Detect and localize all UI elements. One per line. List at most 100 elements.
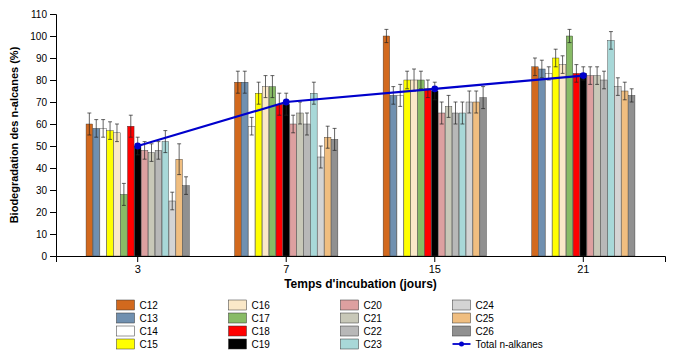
error-bar (405, 71, 409, 89)
error-bar (264, 76, 268, 98)
legend-item: C21 (341, 313, 383, 324)
x-tick-label: 15 (429, 263, 441, 275)
bar (480, 98, 487, 256)
error-bar (298, 102, 302, 124)
error-bar (616, 78, 620, 96)
error-bar (391, 87, 395, 105)
x-tick: 7 (283, 256, 289, 275)
bar (459, 113, 466, 256)
bar (452, 113, 459, 256)
legend-swatch (117, 326, 135, 336)
line-marker (431, 85, 438, 92)
bar (311, 93, 318, 256)
bar (608, 40, 615, 256)
y-tick: 0 (41, 251, 56, 262)
bar (539, 69, 546, 256)
error-bar (630, 89, 634, 102)
legend-swatch (229, 313, 247, 323)
error-bar (312, 82, 316, 104)
bar (621, 91, 628, 256)
legend-label: Total n-alkanes (476, 339, 543, 350)
y-tick-mark (50, 146, 56, 147)
y-tick: 30 (36, 185, 56, 196)
y-tick-label: 80 (36, 75, 48, 86)
y-tick-label: 90 (36, 53, 48, 64)
error-bar (250, 117, 254, 135)
legend-item: C18 (229, 326, 271, 337)
error-bar (588, 67, 592, 85)
bar (587, 76, 594, 256)
bar (155, 150, 162, 256)
bar (148, 153, 155, 256)
y-tick: 70 (36, 97, 56, 108)
bar (418, 80, 425, 256)
bar (141, 150, 148, 256)
bar (545, 73, 552, 256)
bar (134, 146, 141, 256)
error-bar (243, 71, 247, 93)
legend-item: C19 (229, 339, 271, 350)
error-bar (384, 29, 388, 42)
bar-series (107, 49, 559, 256)
y-tick: 100 (30, 31, 56, 42)
error-bar (398, 84, 402, 106)
bar-series (100, 67, 552, 256)
error-bar (319, 146, 323, 168)
error-bar (481, 87, 485, 109)
legend-swatch (453, 313, 471, 323)
error-bar (305, 113, 309, 135)
legend-label: C23 (364, 339, 383, 350)
x-tick-label: 21 (577, 263, 589, 275)
legend-label: C22 (364, 326, 383, 337)
bar-series (162, 32, 614, 256)
error-bar (609, 32, 613, 50)
bar (128, 126, 135, 256)
error-bar (447, 95, 451, 117)
x-tick-label: 7 (283, 263, 289, 275)
legend-swatch (229, 326, 247, 336)
y-tick: 10 (36, 229, 56, 240)
legend-label: C26 (476, 326, 495, 337)
error-bar (574, 65, 578, 83)
x-tick-mark (286, 256, 287, 262)
bar (445, 106, 452, 256)
error-bar (270, 76, 274, 98)
y-tick-label: 70 (36, 97, 48, 108)
y-tick-mark (50, 58, 56, 59)
bar (241, 82, 248, 256)
error-bar (236, 71, 240, 93)
x-tick-label: 3 (135, 263, 141, 275)
bar (601, 80, 608, 256)
y-tick: 110 (31, 9, 56, 20)
legend-swatch (341, 300, 359, 310)
error-bar (460, 102, 464, 124)
bar (276, 104, 283, 256)
y-tick-label: 60 (36, 119, 48, 130)
bar-series (134, 67, 586, 256)
y-tick-mark (50, 168, 56, 169)
bar (248, 126, 255, 256)
legend-item: C15 (117, 339, 159, 350)
bar (183, 186, 190, 256)
y-tick-mark (50, 190, 56, 191)
y-tick-label: 10 (36, 229, 48, 240)
bar (297, 113, 304, 256)
legend-swatch (229, 300, 247, 310)
bar (628, 95, 635, 256)
bar (473, 102, 480, 256)
y-tick-label: 110 (31, 9, 47, 20)
bar (431, 91, 438, 256)
y-tick-mark (50, 102, 56, 103)
legend-swatch (341, 339, 359, 349)
legend-label: C18 (252, 326, 271, 337)
error-bar (623, 82, 627, 100)
bar-series (169, 78, 621, 256)
legend-item: C26 (453, 326, 495, 337)
x-axis-line (57, 257, 666, 263)
y-tick: 50 (36, 141, 56, 152)
line (138, 76, 584, 146)
bar (331, 139, 338, 256)
error-bar (94, 120, 98, 138)
bar-series (128, 65, 580, 256)
error-bar (184, 177, 188, 195)
